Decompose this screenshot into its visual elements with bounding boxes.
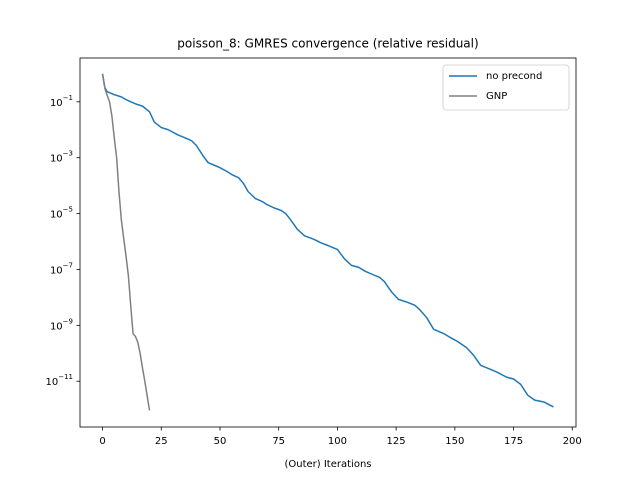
- axes-frame: [79, 57, 577, 428]
- x-tick-label: 75: [272, 436, 285, 447]
- y-tick-label: 10−3: [50, 150, 73, 165]
- tick-exponent: −1: [63, 94, 73, 102]
- tick-exponent: −3: [63, 150, 73, 158]
- y-tick-label: 10−5: [50, 206, 73, 221]
- tick-exponent: −5: [63, 206, 73, 214]
- tick-base: 10: [50, 210, 63, 221]
- tick-base: 10: [50, 154, 63, 165]
- chart-title: poisson_8: GMRES convergence (relative r…: [177, 37, 478, 51]
- x-tick-label: 125: [387, 436, 406, 447]
- tick-base: 10: [50, 321, 63, 332]
- x-axis-label: (Outer) Iterations: [284, 459, 371, 470]
- y-tick-label: 10−9: [50, 317, 73, 332]
- x-tick-label: 150: [445, 436, 464, 447]
- series-line: [101, 73, 151, 411]
- x-tick-label: 200: [563, 436, 582, 447]
- legend-label: no precond: [486, 71, 542, 82]
- y-tick-label: 10−1: [50, 94, 73, 109]
- tick-base: 10: [45, 377, 58, 388]
- x-tick-label: 25: [155, 436, 168, 447]
- x-tick-label: 100: [328, 436, 347, 447]
- y-tick-label: 10−7: [50, 261, 73, 276]
- tick-exponent: −9: [63, 317, 73, 325]
- series-line: [101, 73, 554, 408]
- x-tick-label: 50: [214, 436, 227, 447]
- tick-exponent: −11: [58, 373, 73, 381]
- x-tick-label: 0: [99, 436, 105, 447]
- legend-label: GNP: [486, 91, 507, 102]
- x-tick-label: 175: [504, 436, 523, 447]
- tick-base: 10: [50, 265, 63, 276]
- y-tick-label: 10−11: [45, 373, 73, 388]
- tick-exponent: −7: [63, 261, 73, 269]
- tick-base: 10: [50, 98, 63, 109]
